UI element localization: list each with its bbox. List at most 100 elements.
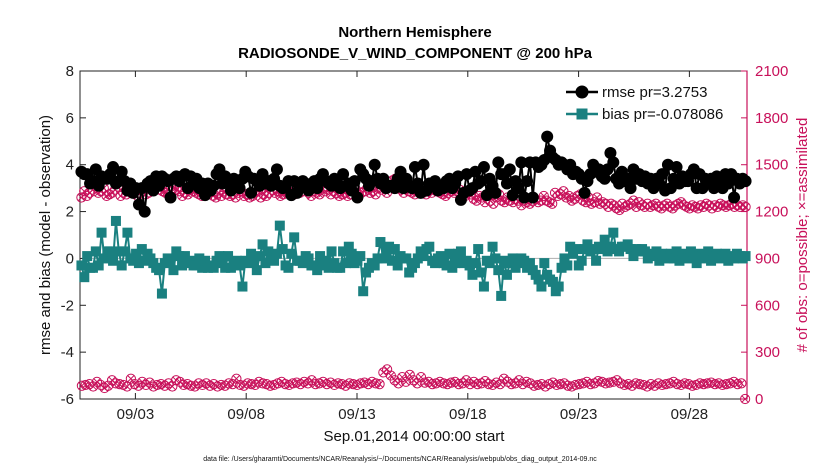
- obs-lower-point-x: [368, 378, 376, 386]
- obs-lower-point-x: [387, 372, 395, 380]
- rmse-point: [348, 175, 361, 188]
- bias-point: [303, 253, 314, 264]
- bias-point: [464, 260, 475, 271]
- x-tick-label: 09/28: [671, 406, 709, 423]
- bias-point: [82, 251, 93, 262]
- obs-lower-point-circle: [167, 381, 178, 392]
- rmse-point: [311, 182, 324, 195]
- bias-point: [450, 258, 461, 269]
- obs-lower-point-x: [353, 381, 361, 389]
- rmse-point: [417, 158, 430, 171]
- obs-possible-point-circle: [600, 198, 611, 209]
- y-tick-label: 2: [66, 204, 74, 221]
- legend-rmse-label: rmse pr=3.2753: [602, 84, 707, 101]
- rmse-point: [512, 182, 525, 195]
- data-file-footnote: data file: /Users/gharamti/Documents/NCA…: [203, 456, 597, 463]
- obs-lower-point-x: [127, 375, 135, 383]
- bias-point: [539, 258, 550, 269]
- rmse-point: [115, 165, 128, 178]
- obs-lower-point-x: [685, 380, 693, 388]
- rmse-point: [578, 186, 591, 199]
- y-axis-ticks: -6 -4 -2 0 2 4 6 8: [61, 63, 86, 408]
- bias-point: [358, 286, 369, 297]
- bias-point: [668, 253, 679, 264]
- bias-point: [223, 251, 234, 262]
- bias-point: [79, 272, 90, 283]
- bias-point: [122, 227, 133, 238]
- obs-lower-point-x: [274, 379, 282, 387]
- bias-point: [99, 253, 110, 264]
- obs-lower-point-x: [677, 381, 685, 389]
- bias-point: [392, 260, 403, 271]
- obs-lower-point-circle: [302, 378, 314, 389]
- obs-lower-point-x: [157, 380, 165, 388]
- legend-box: [559, 79, 739, 131]
- y2-tick-label: 600: [755, 297, 780, 314]
- legend: rmse pr=3.2753 bias pr=-0.078086: [559, 79, 739, 131]
- obs-possible-point-circle: [81, 190, 93, 202]
- y2-tick-label: 2100: [755, 63, 788, 80]
- rmse-point: [728, 191, 741, 204]
- rmse-point: [233, 182, 246, 195]
- rmse-point: [368, 158, 381, 171]
- bias-point: [136, 244, 147, 255]
- obs-lower-point-x: [255, 378, 263, 386]
- bias-point: [435, 251, 446, 262]
- bias-point: [263, 246, 274, 257]
- bias-point: [133, 258, 144, 269]
- bias-point: [243, 258, 254, 269]
- obs-lower-point-x: [123, 382, 131, 391]
- obs-lower-point-x: [213, 382, 222, 391]
- series-obs-lower: [76, 364, 751, 405]
- bias-point: [269, 255, 280, 266]
- bias-point: [493, 265, 504, 276]
- x-tick-label: 09/08: [227, 406, 265, 423]
- bias-point: [260, 258, 271, 269]
- bias-point: [524, 258, 535, 269]
- bias-point: [496, 290, 507, 301]
- bias-point: [605, 241, 616, 252]
- bias-point: [214, 251, 225, 262]
- bias-point: [651, 246, 662, 257]
- rmse-point: [388, 182, 401, 195]
- obs-lower-point-circle: [415, 372, 427, 383]
- rmse-point: [245, 186, 258, 199]
- bias-point: [113, 246, 124, 257]
- obs-lower-point-circle: [125, 373, 136, 384]
- obs-lower-point-x: [262, 380, 271, 388]
- bias-point: [519, 255, 530, 266]
- bias-point: [576, 255, 587, 266]
- obs-lower-point-circle: [510, 378, 521, 389]
- bias-point: [490, 253, 501, 264]
- bias-point: [384, 241, 395, 252]
- obs-lower-point-x: [300, 378, 308, 386]
- bias-point: [556, 262, 567, 273]
- bias-point: [355, 251, 366, 262]
- bias-point: [559, 253, 570, 264]
- obs-lower-point-x: [360, 379, 369, 387]
- obs-possible-point-x: [473, 197, 481, 205]
- rmse-point: [670, 161, 683, 174]
- bias-point: [251, 265, 262, 276]
- series-rmse: [75, 130, 752, 218]
- obs-lower-point-circle: [227, 379, 238, 390]
- bias-point: [338, 246, 349, 257]
- obs-possible-point-circle: [625, 198, 636, 209]
- obs-lower-point-circle: [740, 393, 751, 405]
- bias-point: [271, 248, 282, 259]
- bias-point: [220, 262, 231, 273]
- obs-lower-point-circle: [133, 380, 144, 391]
- obs-lower-point-x: [131, 380, 139, 388]
- bias-point: [246, 248, 257, 259]
- x-tick-label: 09/03: [117, 406, 155, 423]
- bias-point: [507, 253, 518, 264]
- rmse-point: [624, 182, 637, 195]
- rmse-point: [337, 168, 350, 181]
- obs-lower-point-circle: [189, 381, 201, 392]
- obs-possible-point-x: [537, 197, 545, 205]
- bias-point: [165, 255, 176, 266]
- rmse-point: [515, 156, 528, 169]
- obs-lower-point-circle: [457, 378, 468, 389]
- obs-lower-point-x: [579, 379, 587, 387]
- bias-point: [478, 281, 489, 292]
